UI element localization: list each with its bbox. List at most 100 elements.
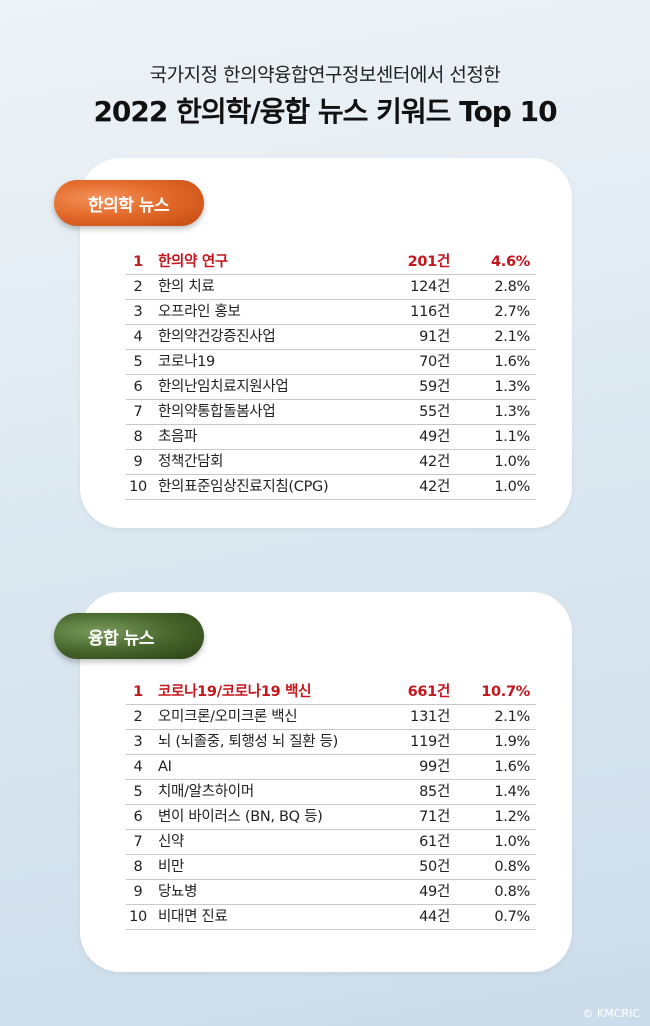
- rank-number: 2: [133, 709, 143, 725]
- keyword-text: 뇌 (뇌졸중, 퇴행성 뇌 질환 등): [158, 734, 339, 750]
- rank-number: 4: [133, 329, 143, 345]
- keyword-row: 4 한의약건강증진사업 91건 2.1%: [126, 325, 536, 350]
- share-percent: 1.2%: [494, 809, 530, 825]
- share-percent: 0.8%: [494, 884, 530, 900]
- rank-number: 8: [133, 429, 143, 445]
- share-percent: 0.8%: [494, 859, 530, 875]
- rank-number: 10: [129, 909, 147, 925]
- keyword-row: 2 한의 치료 124건 2.8%: [126, 275, 536, 300]
- share-percent: 1.1%: [494, 429, 530, 445]
- article-count: 44건: [419, 909, 450, 925]
- rank-number: 5: [133, 354, 143, 370]
- keyword-text: AI: [158, 759, 172, 775]
- rank-number: 2: [133, 279, 143, 295]
- keyword-text: 한의약통합돌봄사업: [158, 404, 276, 420]
- article-count: 42건: [419, 454, 450, 470]
- keyword-text: 한의약 연구: [158, 254, 228, 270]
- share-percent: 10.7%: [481, 684, 530, 700]
- keyword-row: 4 AI 99건 1.6%: [126, 755, 536, 780]
- keyword-text: 한의약건강증진사업: [158, 329, 276, 345]
- article-count: 119건: [410, 734, 450, 750]
- article-count: 55건: [419, 404, 450, 420]
- keyword-row: 1 한의약 연구 201건 4.6%: [126, 250, 536, 275]
- keyword-row: 7 신약 61건 1.0%: [126, 830, 536, 855]
- keyword-text: 오프라인 홍보: [158, 304, 241, 320]
- rank-number: 5: [133, 784, 143, 800]
- share-percent: 0.7%: [494, 909, 530, 925]
- keyword-row: 6 한의난임치료지원사업 59건 1.3%: [126, 375, 536, 400]
- article-count: 116건: [410, 304, 450, 320]
- keyword-row: 7 한의약통합돌봄사업 55건 1.3%: [126, 400, 536, 425]
- keyword-text: 오미크론/오미크론 백신: [158, 709, 298, 725]
- convergence-news-label: 융합 뉴스: [54, 613, 204, 659]
- article-count: 49건: [419, 429, 450, 445]
- article-count: 124건: [410, 279, 450, 295]
- rank-number: 9: [133, 884, 143, 900]
- keyword-row: 10 한의표준임상진료지침(CPG) 42건 1.0%: [126, 475, 536, 500]
- keyword-row: 8 비만 50건 0.8%: [126, 855, 536, 880]
- share-percent: 1.0%: [494, 834, 530, 850]
- keyword-text: 한의표준임상진료지침(CPG): [158, 479, 329, 495]
- share-percent: 1.0%: [494, 454, 530, 470]
- share-percent: 1.0%: [494, 479, 530, 495]
- rank-number: 8: [133, 859, 143, 875]
- page-subtitle: 국가지정 한의약융합연구정보센터에서 선정한: [149, 64, 501, 86]
- article-count: 42건: [419, 479, 450, 495]
- keyword-row: 3 뇌 (뇌졸중, 퇴행성 뇌 질환 등) 119건 1.9%: [126, 730, 536, 755]
- page-title: 2022 한의학/융합 뉴스 키워드 Top 10: [93, 95, 557, 128]
- keyword-text: 초음파: [158, 429, 198, 445]
- article-count: 131건: [410, 709, 450, 725]
- article-count: 91건: [419, 329, 450, 345]
- korean-medicine-news-label: 한의학 뉴스: [54, 180, 204, 226]
- share-percent: 2.7%: [494, 304, 530, 320]
- share-percent: 2.1%: [494, 709, 530, 725]
- convergence-keyword-list: 1 코로나19/코로나19 백신 6 61건 10.7% 2 오미크론/오미크론 백신 131…: [126, 680, 536, 930]
- share-percent: 1.3%: [494, 379, 530, 395]
- rank-number: 4: [133, 759, 143, 775]
- share-percent: 1.6%: [494, 759, 530, 775]
- article-count: 61건: [419, 834, 450, 850]
- keyword-row: 9 당뇨병 49건 0.8%: [126, 880, 536, 905]
- keyword-row: 9 정책간담회 42건 1.0%: [126, 450, 536, 475]
- rank-number: 7: [133, 404, 143, 420]
- article-count: 70건: [419, 354, 450, 370]
- keyword-row: 6 변이 바이러스 (BN, BQ 등) 71건 1.2%: [126, 805, 536, 830]
- rank-number: 7: [133, 834, 143, 850]
- share-percent: 1.3%: [494, 404, 530, 420]
- share-percent: 4.6%: [490, 254, 530, 270]
- rank-number: 6: [133, 809, 143, 825]
- share-percent: 2.8%: [494, 279, 530, 295]
- keyword-text: 코로나19/코로나19 백신: [158, 684, 312, 700]
- keyword-text: 신약: [158, 834, 185, 850]
- rank-number: 1: [133, 684, 143, 700]
- share-percent: 1.6%: [494, 354, 530, 370]
- keyword-text: 비대면 진료: [158, 909, 228, 925]
- keyword-row: 10 비대면 진료 44건 0.7%: [126, 905, 536, 930]
- keyword-row: 3 오프라인 홍보 116건 2.7%: [126, 300, 536, 325]
- keyword-text: 당뇨병: [158, 884, 198, 900]
- share-percent: 1.9%: [494, 734, 530, 750]
- keyword-text: 코로나19: [158, 354, 215, 370]
- keyword-text: 한의 치료: [158, 279, 215, 295]
- article-count: 99건: [419, 759, 450, 775]
- rank-number: 6: [133, 379, 143, 395]
- share-percent: 2.1%: [494, 329, 530, 345]
- keyword-row: 1 코로나19/코로나19 백신 661건 10.7%: [126, 680, 536, 705]
- keyword-text: 치매/알츠하이머: [158, 784, 254, 800]
- article-count: 71건: [419, 809, 450, 825]
- keyword-text: 변이 바이러스 (BN, BQ 등): [158, 809, 323, 825]
- article-count: 50건: [419, 859, 450, 875]
- article-count: 59건: [419, 379, 450, 395]
- keyword-text: 비만: [158, 859, 185, 875]
- rank-number: 10: [129, 479, 147, 495]
- keyword-row: 5 치매/알츠하이머 85건 1.4%: [126, 780, 536, 805]
- article-count: 85건: [419, 784, 450, 800]
- keyword-row: 2 오미크론/오미크론 백신 131건 2.1%: [126, 705, 536, 730]
- rank-number: 9: [133, 454, 143, 470]
- rank-number: 1: [133, 254, 143, 270]
- share-percent: 1.4%: [494, 784, 530, 800]
- rank-number: 3: [133, 304, 143, 320]
- keyword-text: 정책간담회: [158, 454, 224, 470]
- keyword-row: 5 코로나19 70건 1.6%: [126, 350, 536, 375]
- korean-medicine-keyword-list: 1 한의약 연구 201건 4.6% 2 한의 치료 124건 2.8% 3 오프라인 홍보 116…: [126, 250, 536, 500]
